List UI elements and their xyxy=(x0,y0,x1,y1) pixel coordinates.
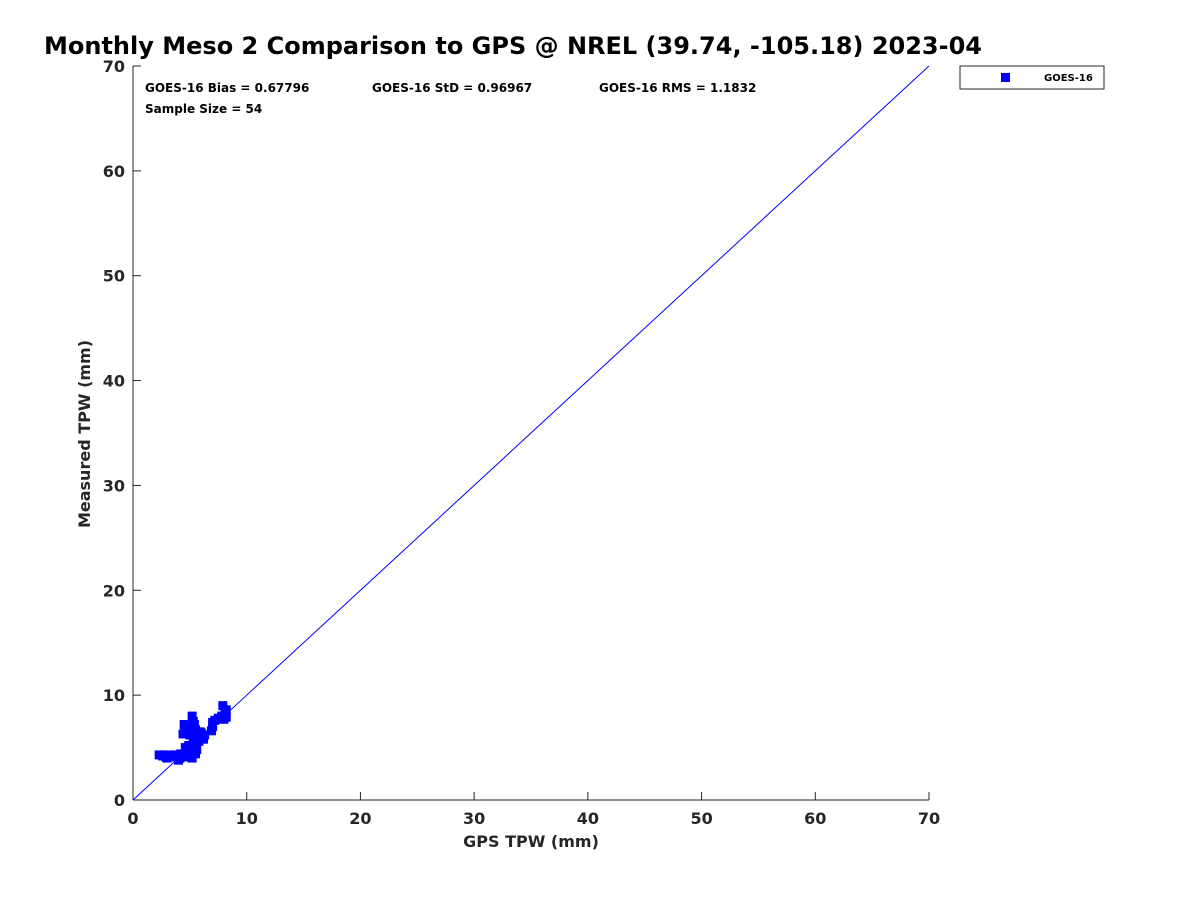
x-tick-label: 30 xyxy=(463,809,485,828)
y-tick-label: 30 xyxy=(103,476,125,495)
x-tick-label: 60 xyxy=(804,809,826,828)
axis-ticks: 0 10 20 30 40 50 60 70 0 10 20 30 40 50 60 70 xyxy=(103,57,940,828)
y-tick-label: 20 xyxy=(103,581,125,600)
x-tick-label: 40 xyxy=(577,809,599,828)
data-point xyxy=(189,720,199,730)
x-tick-label: 50 xyxy=(690,809,712,828)
data-point xyxy=(200,730,210,740)
y-tick-label: 60 xyxy=(103,162,125,181)
data-point xyxy=(185,724,195,734)
std-annotation: GOES-16 StD = 0.96967 xyxy=(372,81,532,95)
data-point xyxy=(186,746,196,756)
legend-box xyxy=(959,65,1105,90)
x-axis-label: GPS TPW (mm) xyxy=(463,832,599,851)
y-tick-label: 40 xyxy=(103,372,125,391)
x-tick-label: 20 xyxy=(349,809,371,828)
data-point xyxy=(187,711,197,721)
data-point xyxy=(221,712,231,722)
legend: GOES-16 xyxy=(959,65,1105,90)
y-tick-label: 10 xyxy=(103,686,125,705)
y-tick-label: 70 xyxy=(103,57,125,76)
data-point xyxy=(159,750,169,760)
x-tick-label: 0 xyxy=(127,809,138,828)
data-point xyxy=(185,730,195,740)
data-point xyxy=(221,705,231,715)
data-point xyxy=(195,727,205,737)
sample-size-annotation: Sample Size = 54 xyxy=(145,102,262,116)
x-tick-label: 10 xyxy=(236,809,258,828)
y-tick-label: 0 xyxy=(114,791,125,810)
legend-marker xyxy=(1001,73,1010,82)
bias-annotation: GOES-16 Bias = 0.67796 xyxy=(145,81,309,95)
chart-title: Monthly Meso 2 Comparison to GPS @ NREL … xyxy=(44,32,982,60)
y-tick-label: 50 xyxy=(103,267,125,286)
x-tick-label: 70 xyxy=(918,809,940,828)
plot-area: 0 10 20 30 40 50 60 70 0 10 20 30 40 50 60 70 xyxy=(103,57,940,828)
data-point xyxy=(192,745,202,755)
y-axis-label: Measured TPW (mm) xyxy=(75,340,94,528)
reference-line xyxy=(132,65,930,801)
data-points xyxy=(154,701,231,765)
rms-annotation: GOES-16 RMS = 1.1832 xyxy=(599,81,756,95)
legend-label: GOES-16 xyxy=(1044,73,1093,84)
